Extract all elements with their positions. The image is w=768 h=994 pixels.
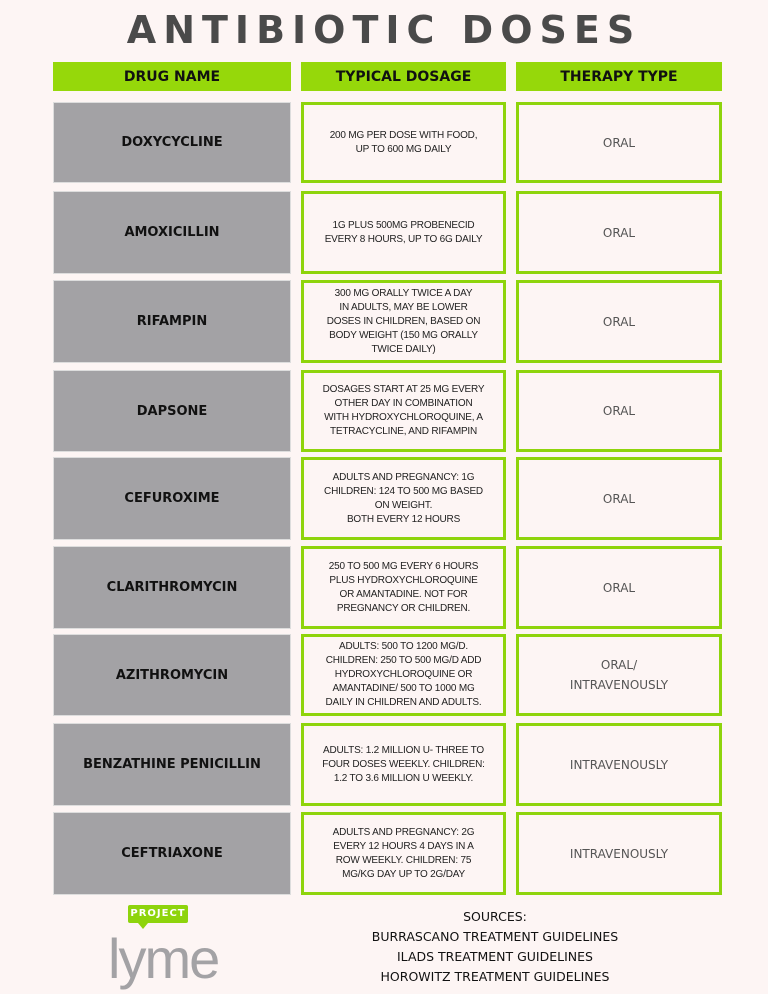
therapy-type: INTRAVENOUSLY	[516, 723, 722, 806]
table-row: DOXYCYCLINE 200 MG PER DOSE WITH FOOD, U…	[0, 102, 768, 183]
drug-name: RIFAMPIN	[53, 280, 291, 363]
drug-dosage: ADULTS: 1.2 MILLION U- THREE TO FOUR DOS…	[301, 723, 506, 806]
drug-dosage: 1G PLUS 500MG PROBENECID EVERY 8 HOURS, …	[301, 191, 506, 274]
source-item: BURRASCANO TREATMENT GUIDELINES	[371, 929, 619, 944]
table-row: AMOXICILLIN 1G PLUS 500MG PROBENECID EVE…	[0, 191, 768, 274]
table-row: AZITHROMYCIN ADULTS: 500 TO 1200 MG/D. C…	[0, 634, 768, 716]
sources: SOURCES: BURRASCANO TREATMENT GUIDELINES…	[330, 907, 660, 987]
drug-name: CEFTRIAXONE	[53, 812, 291, 895]
page-title: ANTIBIOTIC DOSES	[126, 8, 642, 52]
therapy-type: ORAL	[516, 457, 722, 540]
drug-name: BENZATHINE PENICILLIN	[53, 723, 291, 806]
drug-name: DAPSONE	[53, 370, 291, 452]
therapy-type: ORAL	[516, 280, 722, 363]
sources-heading: SOURCES:	[463, 909, 527, 924]
table-row: CLARITHROMYCIN 250 TO 500 MG EVERY 6 HOU…	[0, 546, 768, 629]
drug-dosage: ADULTS AND PREGNANCY: 1G CHILDREN: 124 T…	[301, 457, 506, 540]
table-row: RIFAMPIN 300 MG ORALLY TWICE A DAY IN AD…	[0, 280, 768, 363]
drug-name: AZITHROMYCIN	[53, 634, 291, 716]
therapy-type: INTRAVENOUSLY	[516, 812, 722, 895]
therapy-type: ORAL	[516, 370, 722, 452]
therapy-type: ORAL	[516, 546, 722, 629]
header-typical-dosage: TYPICAL DOSAGE	[301, 62, 506, 91]
drug-name: DOXYCYCLINE	[53, 102, 291, 183]
therapy-type: ORAL/ INTRAVENOUSLY	[516, 634, 722, 716]
therapy-type: ORAL	[516, 102, 722, 183]
drug-name: CLARITHROMYCIN	[53, 546, 291, 629]
drug-name: CEFUROXIME	[53, 457, 291, 540]
header-therapy-type: THERAPY TYPE	[516, 62, 722, 91]
header-drug-name: DRUG NAME	[53, 62, 291, 91]
source-item: HOROWITZ TREATMENT GUIDELINES	[380, 969, 610, 984]
drug-dosage: 200 MG PER DOSE WITH FOOD, UP TO 600 MG …	[301, 102, 506, 183]
source-item: ILADS TREATMENT GUIDELINES	[397, 949, 593, 964]
therapy-type: ORAL	[516, 191, 722, 274]
logo-word: lyme	[108, 927, 220, 990]
drug-dosage: DOSAGES START AT 25 MG EVERY OTHER DAY I…	[301, 370, 506, 452]
drug-name: AMOXICILLIN	[53, 191, 291, 274]
drug-dosage: 250 TO 500 MG EVERY 6 HOURS PLUS HYDROXY…	[301, 546, 506, 629]
project-lyme-logo: PROJECT lyme	[108, 905, 238, 991]
speech-pointer-icon	[138, 923, 148, 929]
drug-dosage: 300 MG ORALLY TWICE A DAY IN ADULTS, MAY…	[301, 280, 506, 363]
table-row: CEFTRIAXONE ADULTS AND PREGNANCY: 2G EVE…	[0, 812, 768, 895]
table-row: DAPSONE DOSAGES START AT 25 MG EVERY OTH…	[0, 370, 768, 452]
drug-dosage: ADULTS: 500 TO 1200 MG/D. CHILDREN: 250 …	[301, 634, 506, 716]
table-row: CEFUROXIME ADULTS AND PREGNANCY: 1G CHIL…	[0, 457, 768, 540]
logo-tag: PROJECT	[128, 905, 188, 923]
table-row: BENZATHINE PENICILLIN ADULTS: 1.2 MILLIO…	[0, 723, 768, 806]
drug-dosage: ADULTS AND PREGNANCY: 2G EVERY 12 HOURS …	[301, 812, 506, 895]
